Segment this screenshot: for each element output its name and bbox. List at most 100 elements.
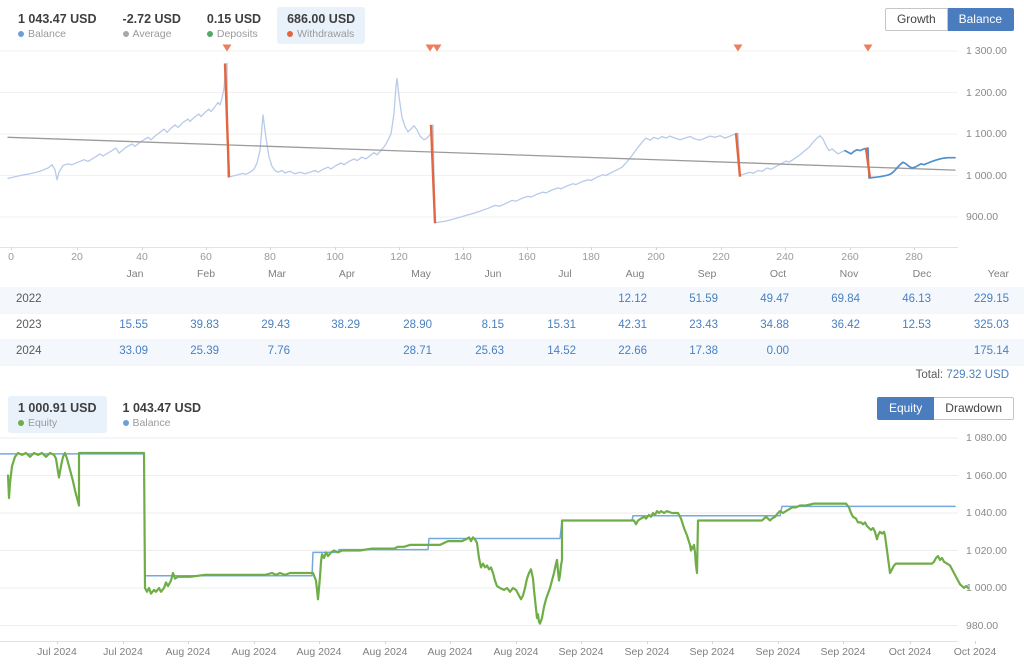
cell-2024-jan: 33.09: [119, 345, 148, 357]
cell-2024-year: 175.14: [973, 345, 1009, 357]
equity-legend: 1 000.91 USD Equity 1 043.47 USD Balance: [8, 396, 217, 433]
axis-tick: [712, 641, 713, 644]
balance-legend-item-average[interactable]: -2.72 USD Average: [113, 7, 191, 44]
withdrawal-marker-icon: [425, 44, 435, 52]
balance-tab-balance[interactable]: Balance: [947, 8, 1014, 31]
x-axis-date-label: Aug 2024: [427, 646, 473, 658]
table-row-2022: 2022 12.12 51.59 49.47 69.84 46.13 229.15: [0, 287, 1024, 314]
x-axis-tick-label: 260: [841, 251, 859, 263]
row-year-label: 2022: [16, 293, 42, 305]
axis-tick: [399, 247, 400, 250]
month-label-mar: Mar: [267, 268, 287, 280]
month-label-jan: Jan: [126, 268, 144, 280]
x-axis-tick-label: 140: [454, 251, 472, 263]
balance-legend: 1 043.47 USD Balance -2.72 USD Average 0.15 …: [8, 7, 371, 44]
balance-legend-item-deposits[interactable]: 0.15 USD Deposits: [197, 7, 271, 44]
equity-chart: [0, 437, 970, 626]
cell-2023-feb: 39.83: [190, 319, 219, 331]
legend-label: Equity: [28, 417, 58, 429]
axis-tick: [516, 641, 517, 644]
table-row-2024: 2024 33.09 25.39 7.76 28.71 25.63 14.52 22.66 17…: [0, 339, 1024, 366]
equity-chart-tabs: Equity Drawdown: [876, 397, 1014, 420]
x-axis-tick-label: 160: [518, 251, 536, 263]
month-label-may: May: [411, 268, 431, 280]
legend-label: Balance: [132, 417, 171, 429]
equity-legend-item-balance[interactable]: 1 043.47 USD Balance: [113, 396, 212, 433]
cell-2023-jun: 8.15: [481, 319, 504, 331]
y-axis-label: 1 040.00: [966, 507, 1007, 519]
x-axis-tick-label: 220: [712, 251, 730, 263]
x-axis-tick-label: 0: [8, 251, 14, 263]
y-axis-label: 1 300.00: [966, 45, 1007, 57]
month-label-aug: Aug: [625, 268, 645, 280]
withdrawals-dot-icon: [287, 31, 294, 37]
y-axis-label: 1 080.00: [966, 432, 1007, 444]
x-axis-tick-label: 280: [905, 251, 923, 263]
month-label-jul: Jul: [558, 268, 572, 280]
balance-dot-icon: [122, 420, 129, 426]
cell-2023-apr: 38.29: [331, 319, 360, 331]
legend-value: -2.72 USD: [122, 12, 181, 26]
axis-tick: [910, 641, 911, 644]
cell-2022-aug: 12.12: [618, 293, 647, 305]
axis-tick: [656, 247, 657, 250]
x-axis-date-label: Sep 2024: [689, 646, 735, 658]
axis-tick: [914, 247, 915, 250]
balance-legend-item-withdrawals[interactable]: 686.00 USD Withdrawals: [277, 7, 366, 44]
axis-tick: [450, 641, 451, 644]
axis-tick: [527, 247, 528, 250]
total-value: 729.32 USD: [946, 369, 1009, 381]
equity-tab-drawdown[interactable]: Drawdown: [934, 397, 1014, 420]
y-axis-label: 900.00: [966, 211, 999, 223]
balance-chart-tabs: Growth Balance: [884, 8, 1014, 31]
cell-2023-oct: 34.88: [760, 319, 789, 331]
cell-2024-aug: 22.66: [618, 345, 647, 357]
axis-tick: [385, 641, 386, 644]
y-axis-label: 1 020.00: [966, 544, 1007, 557]
y-axis-label: 1 000.00: [966, 169, 1007, 182]
legend-value: 0.15 USD: [206, 12, 262, 26]
x-axis-date-label: Aug 2024: [362, 646, 408, 658]
axis-tick: [77, 247, 78, 250]
cell-2023-jul: 15.31: [547, 319, 576, 331]
balance-legend-item-balance[interactable]: 1 043.47 USD Balance: [8, 7, 107, 44]
x-axis-tick-label: 180: [582, 251, 600, 263]
x-axis-date-label: Jul 2024: [103, 646, 143, 658]
equity-tab-equity[interactable]: Equity: [876, 397, 935, 420]
legend-label: Average: [132, 28, 172, 40]
axis-tick: [188, 641, 189, 644]
legend-value: 1 043.47 USD: [18, 12, 97, 26]
legend-value: 1 000.91 USD: [18, 401, 97, 415]
equity-x-axis-line: [0, 641, 958, 642]
total-label: Total:: [915, 369, 944, 381]
x-axis-tick-label: 60: [200, 251, 212, 263]
x-axis-date-label: Oct 2024: [953, 646, 997, 658]
cell-2024-may: 28.71: [403, 345, 432, 357]
axis-tick: [850, 247, 851, 250]
month-label-dec: Dec: [912, 268, 932, 280]
cell-2024-mar: 7.76: [267, 345, 290, 357]
deposits-dot-icon: [206, 31, 213, 37]
balance-x-axis-line: [0, 247, 958, 248]
cell-2023-nov: 36.42: [831, 319, 860, 331]
cell-2024-jun: 25.63: [475, 345, 504, 357]
cell-2023-may: 28.90: [403, 319, 432, 331]
month-label-apr: Apr: [338, 268, 356, 280]
month-label-year: Year: [987, 268, 1009, 280]
equity-dot-icon: [18, 420, 24, 426]
withdrawal-marker-icon: [432, 44, 442, 52]
month-label-feb: Feb: [196, 268, 216, 280]
cell-2024-jul: 14.52: [547, 345, 576, 357]
axis-tick: [142, 247, 143, 250]
cell-2022-oct: 49.47: [760, 293, 789, 305]
y-axis-label: 980.00: [966, 619, 999, 632]
equity-legend-item-equity[interactable]: 1 000.91 USD Equity: [8, 396, 107, 433]
axis-tick: [843, 641, 844, 644]
axis-tick: [647, 641, 648, 644]
x-axis-tick-label: 200: [647, 251, 665, 263]
cell-2024-sep: 17.38: [689, 345, 718, 357]
axis-tick: [11, 247, 12, 250]
x-axis-tick-label: 120: [390, 251, 408, 263]
balance-tab-growth[interactable]: Growth: [884, 8, 948, 31]
